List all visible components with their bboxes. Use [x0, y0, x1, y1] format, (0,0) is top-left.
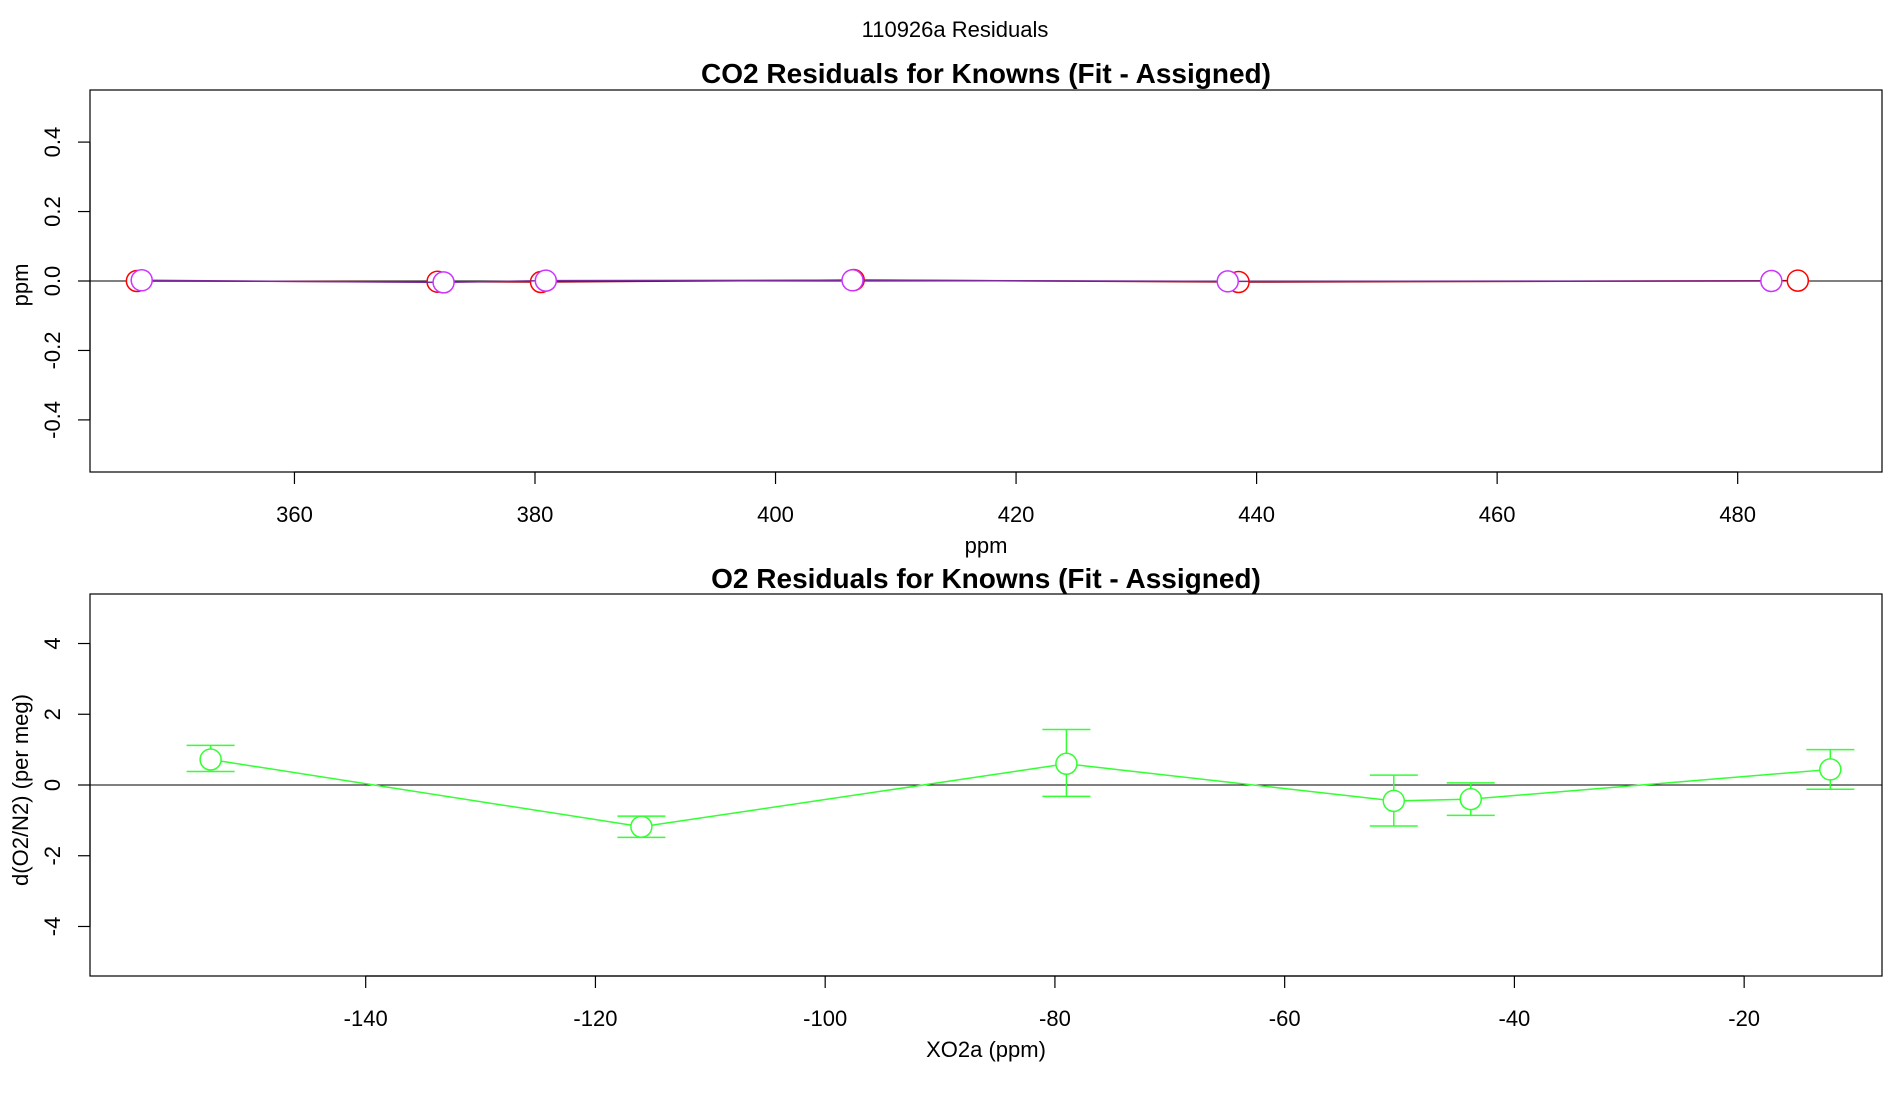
- co2-y-tick-label: -0.4: [40, 401, 65, 439]
- o2-x-tick-label: -80: [1039, 1006, 1071, 1031]
- o2-residuals-point: [630, 815, 653, 838]
- series-magenta-point: [1760, 269, 1783, 293]
- co2-y-tick-label: 0.0: [40, 266, 65, 297]
- series-magenta-line: [141, 279, 1772, 284]
- series-magenta-point: [130, 269, 153, 292]
- co2-y-tick-label: 0.4: [40, 127, 65, 158]
- o2-y-tick-label: 2: [40, 708, 65, 720]
- co2-x-tick-label: 440: [1238, 502, 1275, 527]
- series-magenta-point: [432, 271, 455, 294]
- o2-x-tick-label: -100: [803, 1006, 847, 1031]
- o2-residuals-point: [1819, 758, 1842, 781]
- series-magenta-point: [1216, 270, 1239, 293]
- co2-x-tick-label: 380: [517, 502, 554, 527]
- co2-y-tick-label: -0.2: [40, 331, 65, 369]
- series-magenta-point: [534, 269, 558, 292]
- o2-residuals-panel: O2 Residuals for Knowns (Fit - Assigned)…: [8, 563, 1883, 1062]
- o2-y-tick-label: -2: [40, 846, 65, 866]
- co2-x-tick-label: 400: [757, 502, 794, 527]
- o2-y-axis-label: d(O2/N2) (per meg): [8, 694, 33, 886]
- o2-residuals-point: [1055, 752, 1078, 776]
- co2-x-tick-label: 460: [1479, 502, 1516, 527]
- co2-x-tick-label: 360: [276, 502, 313, 527]
- series-magenta-point: [841, 269, 864, 292]
- co2-x-tick-label: 480: [1719, 502, 1756, 527]
- co2-y-tick-label: 0.2: [40, 196, 65, 227]
- figure-suptitle: 110926a Residuals: [862, 17, 1049, 42]
- o2-x-tick-label: -140: [344, 1006, 388, 1031]
- co2-x-tick-label: 420: [998, 502, 1035, 527]
- o2-y-tick-label: 0: [40, 779, 65, 791]
- o2-x-tick-label: -40: [1499, 1006, 1531, 1031]
- series-red-point: [1786, 269, 1810, 292]
- co2-residuals-panel: CO2 Residuals for Knowns (Fit - Assigned…: [8, 58, 1883, 558]
- o2-chart-title: O2 Residuals for Knowns (Fit - Assigned): [711, 563, 1261, 594]
- co2-x-axis-label: ppm: [965, 533, 1008, 558]
- o2-y-tick-label: 4: [40, 637, 65, 649]
- o2-x-tick-label: -60: [1269, 1006, 1301, 1031]
- o2-residuals-point: [1382, 789, 1406, 813]
- o2-y-tick-label: -4: [40, 917, 65, 937]
- co2-chart-title: CO2 Residuals for Knowns (Fit - Assigned…: [701, 58, 1271, 89]
- o2-x-tick-label: -120: [573, 1006, 617, 1031]
- o2-residuals-point: [1459, 787, 1483, 811]
- o2-residuals-line: [210, 758, 1831, 828]
- co2-y-axis-label: ppm: [8, 264, 33, 307]
- o2-x-axis-label: XO2a (ppm): [926, 1037, 1046, 1062]
- o2-x-tick-label: -20: [1728, 1006, 1760, 1031]
- o2-residuals-point: [199, 748, 222, 771]
